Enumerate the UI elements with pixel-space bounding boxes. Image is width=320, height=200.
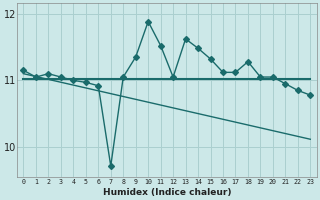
X-axis label: Humidex (Indice chaleur): Humidex (Indice chaleur) [103, 188, 231, 197]
